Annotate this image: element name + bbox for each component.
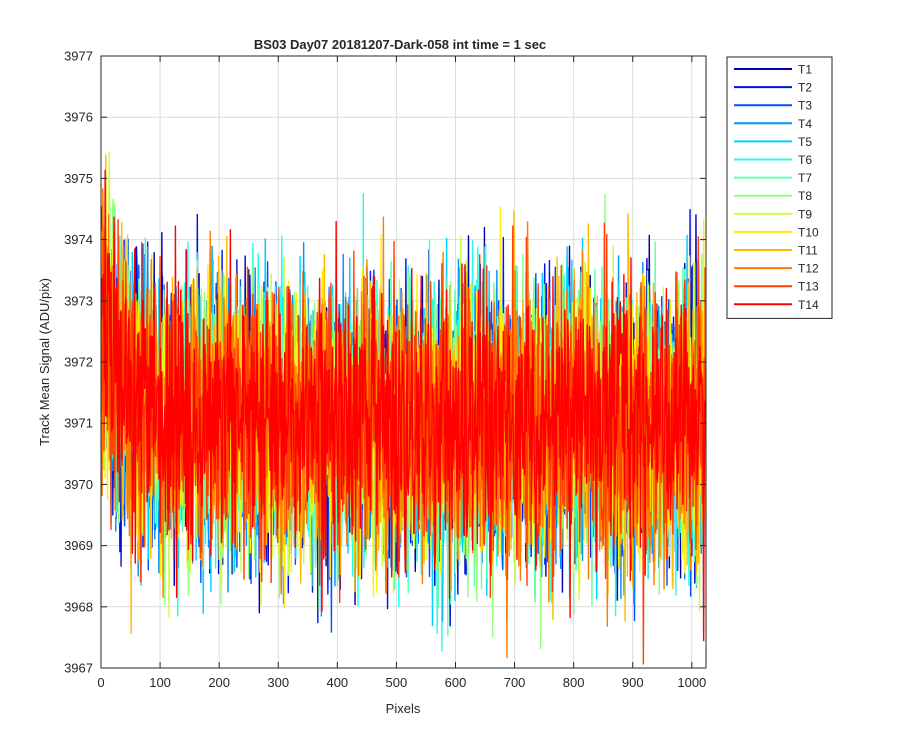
legend-label-T7: T7 — [798, 171, 812, 185]
x-tick-label: 0 — [97, 675, 104, 690]
y-tick-label: 3970 — [64, 477, 93, 492]
series-group — [101, 151, 706, 665]
y-tick-label: 3973 — [64, 293, 93, 308]
x-tick-label: 400 — [326, 675, 348, 690]
y-tick-label: 3968 — [64, 599, 93, 614]
y-tick-label: 3974 — [64, 232, 93, 247]
legend-label-T3: T3 — [798, 99, 812, 113]
legend-label-T6: T6 — [798, 153, 812, 167]
chart-title: BS03 Day07 20181207-Dark-058 int time = … — [254, 37, 546, 52]
x-tick-label: 300 — [267, 675, 289, 690]
legend-label-T12: T12 — [798, 262, 819, 276]
y-tick-label: 3972 — [64, 355, 93, 370]
legend-label-T5: T5 — [798, 135, 812, 149]
series-line-T14 — [101, 169, 706, 642]
legend-label-T14: T14 — [798, 298, 819, 312]
x-tick-label: 700 — [504, 675, 526, 690]
legend-label-T4: T4 — [798, 117, 812, 131]
x-tick-label: 1000 — [677, 675, 706, 690]
y-tick-label: 3967 — [64, 661, 93, 676]
x-tick-label: 500 — [386, 675, 408, 690]
legend-label-T10: T10 — [798, 225, 819, 239]
legend-label-T1: T1 — [798, 63, 812, 77]
legend-label-T8: T8 — [798, 189, 812, 203]
y-tick-label: 3969 — [64, 538, 93, 553]
legend-box — [726, 56, 833, 319]
legend-label-T13: T13 — [798, 280, 819, 294]
x-tick-label: 900 — [622, 675, 644, 690]
x-tick-label: 100 — [149, 675, 171, 690]
legend: T1 T2 T3 T4 T5 T6 T7 T8 T9 T10 T11 T12 T13 T14 — [726, 56, 833, 319]
plot-area: 0 100 200 300 400 500 600 700 800 900 1000 3967 3968… — [64, 49, 707, 690]
legend-label-T9: T9 — [798, 207, 812, 221]
x-tick-label: 600 — [445, 675, 467, 690]
legend-label-T2: T2 — [798, 81, 812, 95]
y-tick-label: 3971 — [64, 416, 93, 431]
x-tick-label: 800 — [563, 675, 585, 690]
x-axis-label: Pixels — [386, 701, 421, 716]
y-axis-label: Track Mean Signal (ADU/pix) — [37, 278, 52, 446]
y-tick-label: 3977 — [64, 49, 93, 64]
x-tick-label: 200 — [208, 675, 230, 690]
y-tick-label: 3976 — [64, 110, 93, 125]
y-tick-label: 3975 — [64, 171, 93, 186]
legend-label-T11: T11 — [798, 244, 818, 258]
